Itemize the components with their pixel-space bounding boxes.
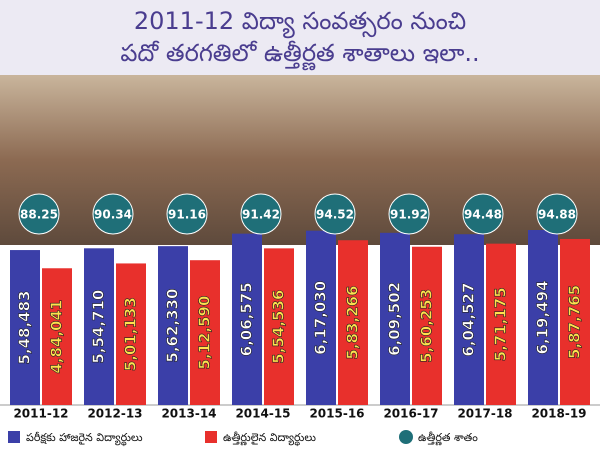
bar	[380, 232, 410, 405]
bar	[10, 250, 40, 405]
bar	[116, 263, 146, 405]
pass-rate-label: 91.16	[168, 208, 206, 222]
value-label: 6,06,575	[238, 282, 256, 356]
chart-subtitle: పదో తరగతిలో ఉత్తీర్ణత శాతాలు ఇలా..	[120, 39, 479, 71]
x-tick-label: 2012-13	[87, 407, 142, 421]
pass-rate-label: 94.52	[316, 208, 354, 222]
bar	[486, 243, 516, 405]
x-tick-label: 2015-16	[309, 407, 364, 421]
value-label: 5,87,765	[566, 285, 584, 359]
chart-title: 2011-12 విద్యా సంవత్సరం నుంచి	[134, 7, 466, 39]
bar	[264, 248, 294, 405]
legend-label: ఉత్తీర్ణులైన విద్యార్థులు	[223, 431, 316, 447]
bar	[42, 268, 72, 405]
bar	[454, 234, 484, 405]
bar	[338, 240, 368, 405]
legend-swatch	[8, 431, 20, 443]
bar	[190, 260, 220, 405]
legend-swatch	[399, 430, 413, 444]
legend-label: పరీక్షకు హాజరైన విద్యార్థులు	[26, 431, 143, 447]
value-label: 5,71,175	[492, 287, 510, 361]
x-tick-label: 2014-15	[235, 407, 290, 421]
value-label: 5,12,590	[196, 296, 214, 370]
x-tick-label: 2016-17	[383, 407, 438, 421]
pass-rate-marker	[92, 193, 134, 235]
pass-rate-marker	[166, 193, 208, 235]
value-label: 5,83,266	[344, 286, 362, 360]
pass-rate-label: 94.88	[538, 208, 576, 222]
bar	[412, 246, 442, 405]
value-label: 5,48,483	[16, 291, 34, 365]
value-label: 5,60,253	[418, 289, 436, 363]
x-tick-label: 2011-12	[13, 407, 68, 421]
bar	[84, 248, 114, 405]
value-label: 6,19,494	[534, 280, 552, 354]
x-tick-label: 2018-19	[531, 407, 586, 421]
value-label: 5,62,330	[164, 289, 182, 363]
pass-rate-label: 90.34	[94, 208, 132, 222]
value-label: 5,54,710	[90, 290, 108, 364]
value-label: 5,54,536	[270, 290, 288, 364]
pass-rate-marker	[462, 193, 504, 235]
pass-rate-marker	[388, 193, 430, 235]
value-label: 6,17,030	[312, 281, 330, 355]
pass-rate-label: 91.92	[390, 208, 428, 222]
header-band	[0, 0, 600, 75]
x-tick-label: 2013-14	[161, 407, 216, 421]
pass-rate-marker	[240, 193, 282, 235]
bar	[232, 233, 262, 405]
pass-rate-marker	[18, 193, 60, 235]
legend-swatch	[205, 431, 217, 443]
bar	[528, 230, 558, 405]
value-label: 6,09,502	[386, 282, 404, 356]
value-label: 6,04,527	[460, 283, 478, 357]
value-label: 5,01,133	[122, 297, 140, 371]
value-label: 4,84,041	[48, 300, 66, 374]
photo-background	[0, 75, 600, 245]
pass-rate-marker	[314, 193, 356, 235]
bar	[560, 238, 590, 405]
pass-rate-marker	[536, 193, 578, 235]
pass-rate-label: 91.42	[242, 208, 280, 222]
bar	[306, 230, 336, 405]
x-tick-label: 2017-18	[457, 407, 512, 421]
pass-rate-label: 88.25	[20, 208, 58, 222]
legend-label: ఉత్తీర్ణత శాతం	[418, 431, 478, 446]
bar	[158, 246, 188, 405]
pass-rate-label: 94.48	[464, 208, 502, 222]
